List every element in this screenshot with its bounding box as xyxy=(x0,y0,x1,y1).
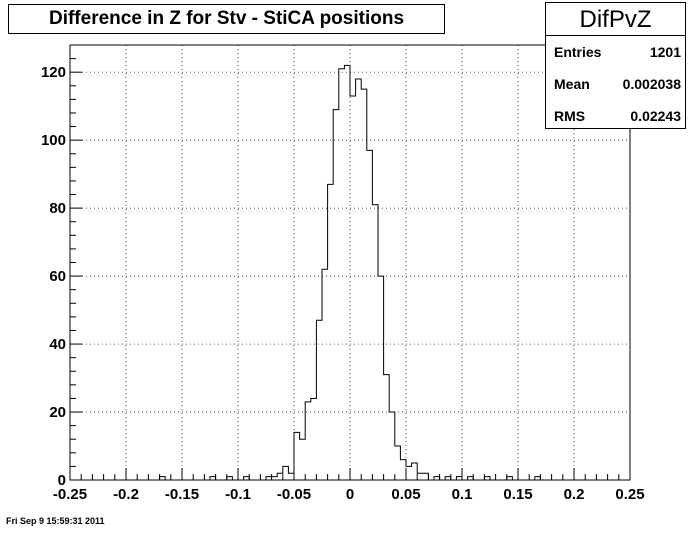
histogram-bin xyxy=(468,477,474,480)
histogram-line xyxy=(70,64,630,481)
x-tick-label: -0.2 xyxy=(113,486,139,503)
histogram-bin xyxy=(406,466,412,480)
chart-title: Difference in Z for Stv - StiCA position… xyxy=(8,4,445,34)
histogram-bin xyxy=(300,439,306,480)
histogram-bin xyxy=(210,477,216,480)
x-tick-label: 0.2 xyxy=(564,486,585,503)
histogram-bin xyxy=(456,477,462,480)
histogram-bin xyxy=(266,477,272,480)
y-tick-label: 100 xyxy=(41,132,66,149)
histogram-bin xyxy=(484,477,490,480)
histogram-bin xyxy=(328,184,334,480)
histogram-bin xyxy=(400,460,406,480)
stats-box: DifPvZ Entries 1201 Mean 0.002038 RMS 0.… xyxy=(545,2,686,129)
timestamp: Fri Sep 9 15:59:31 2011 xyxy=(6,516,105,526)
histogram-bin xyxy=(389,412,395,480)
x-tick-label: 0 xyxy=(346,486,354,503)
histogram-bin xyxy=(361,89,367,480)
histogram-bin xyxy=(423,473,429,480)
histogram-bin xyxy=(311,398,317,480)
histogram-bin xyxy=(283,466,289,480)
y-tick-label: 40 xyxy=(49,336,66,353)
stat-row-mean: Mean 0.002038 xyxy=(554,68,681,100)
histogram-bin xyxy=(372,205,378,480)
histogram-bin xyxy=(294,432,300,480)
histogram-bin xyxy=(507,477,513,480)
histogram-bin xyxy=(412,463,418,480)
histogram-bin xyxy=(333,110,339,480)
stat-value: 0.02243 xyxy=(630,108,681,124)
histogram-bin xyxy=(339,69,345,480)
y-tick-label: 20 xyxy=(49,404,66,421)
stat-value: 1201 xyxy=(649,44,681,60)
x-tick-label: 0.1 xyxy=(452,486,473,503)
stat-label: RMS xyxy=(554,108,586,124)
histogram-bin xyxy=(395,446,401,480)
histogram-name: DifPvZ xyxy=(546,3,685,36)
histogram-bin xyxy=(384,375,390,480)
tick-labels: -0.25 -0.2 -0.15 -0.1 -0.05 0 0.05 0.1 0.15 0.2 0.… xyxy=(41,64,645,503)
histogram-bin xyxy=(277,473,283,480)
histogram-bin xyxy=(244,477,250,480)
histogram-bin xyxy=(316,320,322,480)
histogram-bin xyxy=(322,269,328,480)
x-tick-label: -0.05 xyxy=(277,486,311,503)
y-tick-label: 80 xyxy=(49,200,66,217)
histogram-bin xyxy=(367,150,373,480)
stat-row-rms: RMS 0.02243 xyxy=(554,100,681,132)
histogram-bin xyxy=(356,79,362,480)
x-tick-label: 0.25 xyxy=(615,486,644,503)
stat-label: Mean xyxy=(554,76,590,92)
histogram-bin xyxy=(160,477,166,480)
y-tick-label: 120 xyxy=(41,64,66,81)
histogram-bin xyxy=(535,477,541,480)
histogram-series xyxy=(70,64,630,481)
histogram-bin xyxy=(288,473,294,480)
x-tick-label: 0.05 xyxy=(391,486,420,503)
y-tick-label: 60 xyxy=(49,268,66,285)
stat-value: 0.002038 xyxy=(622,76,681,92)
histogram-bin xyxy=(350,96,356,480)
histogram-bin xyxy=(344,65,350,480)
histogram-bin xyxy=(227,477,233,480)
histogram-bin xyxy=(305,402,311,480)
x-tick-label: -0.25 xyxy=(53,486,87,503)
stat-label: Entries xyxy=(554,44,602,60)
x-tick-label: -0.15 xyxy=(165,486,199,503)
stat-row-entries: Entries 1201 xyxy=(554,36,681,68)
histogram-bin xyxy=(434,477,440,480)
histogram-bin xyxy=(272,477,278,480)
histogram-bin xyxy=(445,477,451,480)
y-tick-label: 0 xyxy=(58,472,66,489)
histogram-bin xyxy=(417,473,423,480)
histogram-bin xyxy=(378,276,384,480)
x-tick-label: -0.1 xyxy=(225,486,251,503)
x-tick-label: 0.15 xyxy=(503,486,532,503)
axes xyxy=(69,44,631,481)
